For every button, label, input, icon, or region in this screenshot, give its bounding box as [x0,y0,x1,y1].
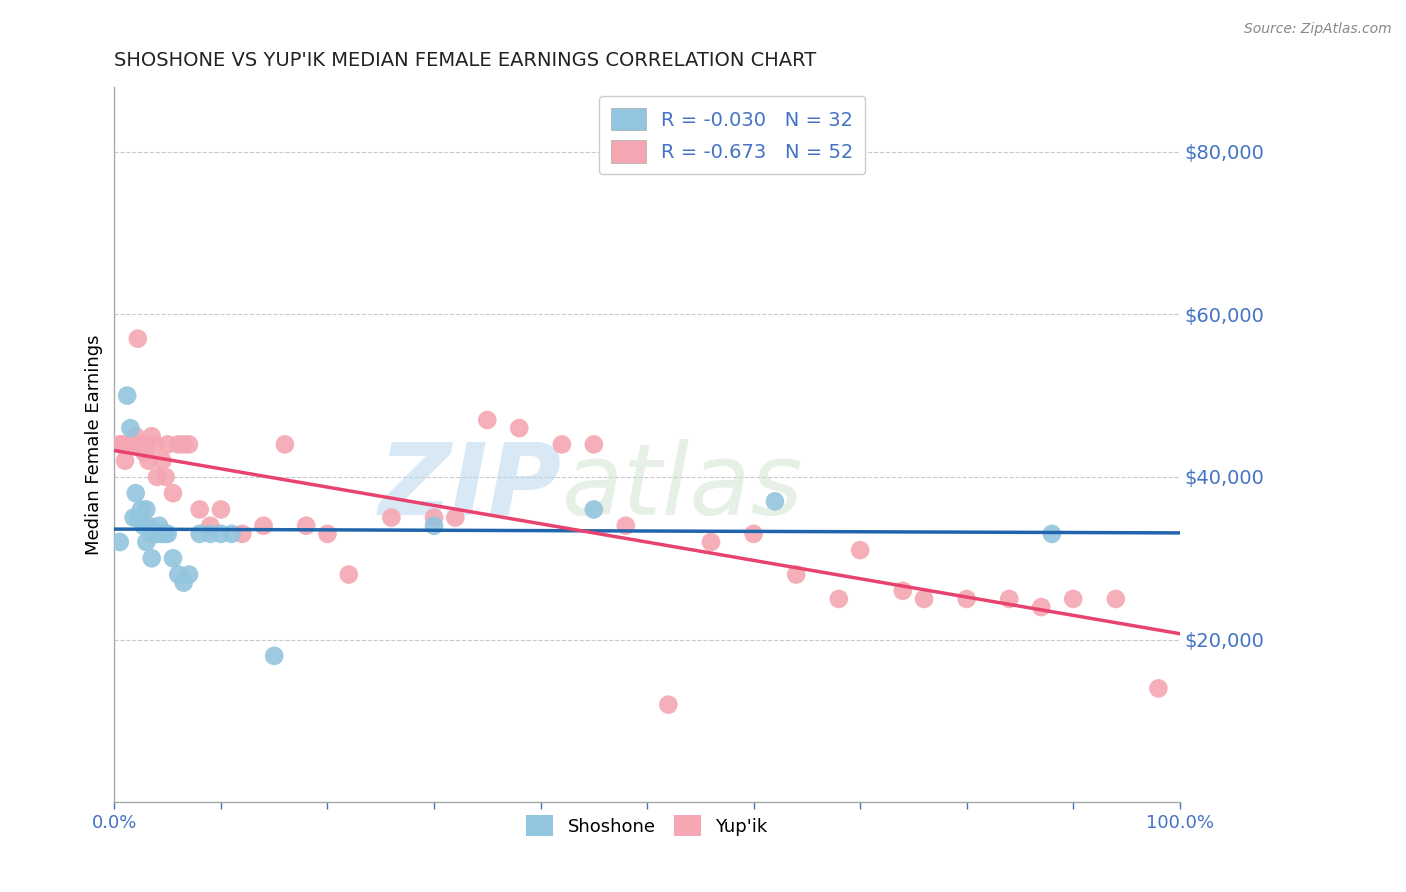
Point [108,535,131,549]
Point [231,526,253,541]
Text: atlas: atlas [562,439,803,536]
Point [125,429,148,443]
Point [209,526,232,541]
Point [141,551,163,566]
Point [122,437,145,451]
Point [956,591,979,606]
Point [162,486,184,500]
Point [252,518,274,533]
Point [122,510,145,524]
Point [129,502,152,516]
Point [274,437,297,451]
Point [111,437,134,451]
Point [173,437,195,451]
Point [423,510,446,524]
Point [891,583,914,598]
Point [135,535,157,549]
Point [188,526,211,541]
Point [127,510,149,524]
Point [444,510,467,524]
Point [295,518,318,533]
Point [380,510,402,524]
Point [551,437,574,451]
Point [173,575,195,590]
Text: ZIP: ZIP [378,439,562,536]
Point [156,526,179,541]
Point [150,526,173,541]
Point [134,445,156,459]
Point [828,591,851,606]
Point [146,470,169,484]
Point [127,332,149,346]
Point [141,526,163,541]
Point [150,453,173,467]
Point [1031,600,1053,615]
Point [120,421,142,435]
Point [508,421,530,435]
Point [177,567,200,582]
Point [132,518,155,533]
Point [135,437,157,451]
Point [120,437,142,451]
Point [1040,526,1063,541]
Text: SHOSHONE VS YUP'IK MEDIAN FEMALE EARNINGS CORRELATION CHART: SHOSHONE VS YUP'IK MEDIAN FEMALE EARNING… [114,51,817,70]
Point [125,486,148,500]
Point [912,591,935,606]
Point [129,437,152,451]
Point [200,526,222,541]
Point [614,518,637,533]
Point [115,388,138,402]
Point [763,494,786,508]
Point [337,567,360,582]
Point [849,543,872,558]
Point [582,437,605,451]
Point [143,437,166,451]
Point [263,648,285,663]
Point [221,526,243,541]
Point [1147,681,1170,696]
Point [146,526,169,541]
Point [785,567,807,582]
Point [188,502,211,516]
Point [156,437,179,451]
Point [143,526,166,541]
Point [108,437,131,451]
Point [209,502,232,516]
Point [167,437,190,451]
Point [135,502,157,516]
Point [138,518,160,533]
Point [114,453,136,467]
Point [1062,591,1084,606]
Point [167,567,190,582]
Point [200,518,222,533]
Point [316,526,339,541]
Point [1105,591,1128,606]
Point [148,518,170,533]
Point [657,698,679,712]
Point [141,429,163,443]
Point [138,453,160,467]
Legend: Shoshone, Yup'ik: Shoshone, Yup'ik [519,808,775,843]
Point [177,437,200,451]
Point [423,518,446,533]
Point [998,591,1021,606]
Point [582,502,605,516]
Point [742,526,765,541]
Point [155,526,177,541]
Point [700,535,723,549]
Point [162,551,184,566]
Text: Source: ZipAtlas.com: Source: ZipAtlas.com [1244,22,1392,37]
Y-axis label: Median Female Earnings: Median Female Earnings [86,334,103,555]
Point [477,413,499,427]
Point [155,470,177,484]
